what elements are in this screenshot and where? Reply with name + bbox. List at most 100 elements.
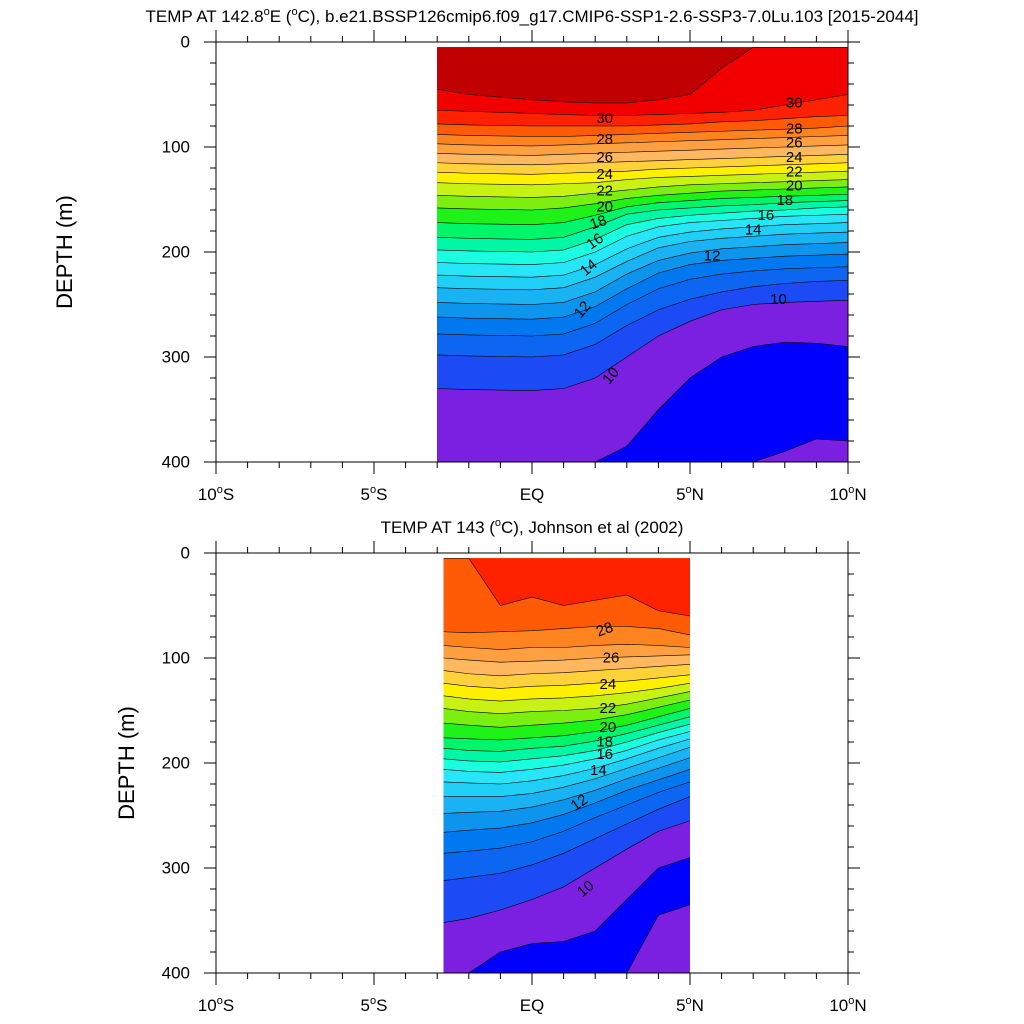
- y-tick-label: 0: [181, 33, 190, 52]
- isotherm-27: [443, 644, 691, 650]
- isotherm-28: [443, 626, 691, 636]
- isotherm-21: [443, 699, 691, 728]
- contour-label: 22: [599, 700, 616, 717]
- panel-top: 3028262422201816141210302826242220181614…: [52, 6, 919, 504]
- contour-label: 28: [596, 131, 613, 148]
- y-tick-label: 400: [162, 964, 190, 983]
- contour-label: 24: [786, 149, 803, 166]
- contour-label: 24: [599, 676, 616, 693]
- isotherm-19: [443, 716, 691, 752]
- chart-title: TEMP AT 143 (oC), Johnson et al (2002): [381, 517, 684, 537]
- isotherm-20: [443, 708, 691, 741]
- x-tick-label: 5oS: [361, 484, 388, 504]
- chart-title: TEMP AT 142.8oE (oC), b.e21.BSSP126cmip6…: [146, 6, 919, 26]
- contour-label: 10: [770, 291, 787, 308]
- isotherm-12: [437, 266, 849, 337]
- isotherm-16: [437, 222, 849, 278]
- contour-label: 18: [596, 734, 613, 751]
- y-tick-label: 300: [162, 859, 190, 878]
- isotherm-14: [437, 242, 849, 305]
- contour-label: 22: [596, 183, 613, 200]
- isotherm-24: [437, 162, 849, 175]
- y-tick-label: 100: [162, 138, 190, 157]
- contour-label: 18: [776, 192, 793, 209]
- contour-label: 14: [590, 762, 607, 779]
- contour-label: 30: [596, 110, 613, 127]
- isotherm-21: [437, 186, 849, 211]
- isotherm-25: [443, 664, 691, 677]
- x-tick-label: 5oN: [676, 484, 704, 504]
- y-tick-label: 300: [162, 348, 190, 367]
- contour-label: 28: [786, 121, 803, 138]
- y-tick-label: 400: [162, 453, 190, 472]
- contour-label: 26: [603, 650, 620, 667]
- x-tick-label: 10oS: [198, 484, 234, 504]
- isotherm-31: [437, 46, 848, 104]
- x-tick-label: 10oN: [829, 995, 866, 1015]
- x-tick-label: EQ: [520, 485, 545, 504]
- isotherm-18: [443, 723, 691, 763]
- isotherm-15: [437, 231, 849, 291]
- isotherm-17: [437, 213, 849, 265]
- isotherm-29: [437, 115, 849, 127]
- contour-label: 16: [583, 230, 606, 253]
- isotherm-10: [437, 300, 849, 391]
- contour-label: 20: [596, 198, 613, 215]
- isotherm-19: [437, 200, 849, 240]
- isotherm-27: [437, 135, 849, 147]
- isotherm-25: [437, 154, 849, 166]
- y-tick-label: 200: [162, 754, 190, 773]
- y-axis-label: DEPTH (m): [52, 195, 77, 309]
- contour-label: 10: [574, 877, 598, 901]
- y-axis-label: DEPTH (m): [114, 706, 139, 820]
- x-tick-label: 5oN: [676, 995, 704, 1015]
- x-tick-label: EQ: [520, 996, 545, 1015]
- contour-label: 26: [786, 134, 803, 151]
- y-tick-label: 0: [181, 544, 190, 563]
- isotherm-26: [443, 654, 691, 663]
- contour-label: 12: [568, 791, 591, 814]
- y-tick-label: 200: [162, 243, 190, 262]
- contour-label: 18: [588, 212, 609, 234]
- contour-label: 20: [786, 177, 803, 194]
- isotherm-16: [443, 738, 691, 785]
- contour-label: 12: [704, 248, 721, 265]
- x-tick-label: 10oN: [829, 484, 866, 504]
- isotherm-30: [437, 94, 849, 116]
- isotherm-23: [437, 170, 849, 186]
- isotherm-17: [443, 731, 691, 773]
- isotherm-10: [443, 820, 691, 923]
- contour-label: 14: [745, 221, 762, 238]
- contour-label: 26: [596, 149, 613, 166]
- contour-label: 20: [599, 719, 616, 736]
- isotherm-9: [443, 857, 691, 974]
- isotherm-13: [443, 769, 691, 833]
- contour-label: 16: [757, 207, 774, 224]
- isotherm-28: [437, 125, 849, 137]
- contour-label: 28: [594, 619, 615, 641]
- isotherm-11: [437, 280, 849, 358]
- isotherm-13: [437, 253, 849, 320]
- x-tick-label: 5oS: [361, 995, 388, 1015]
- isotherm-12: [443, 781, 691, 854]
- isotherm-15: [443, 746, 691, 797]
- isotherm-18: [437, 206, 849, 253]
- isotherm-22: [437, 179, 849, 198]
- contour-label: 24: [596, 166, 613, 183]
- isotherm-29: [443, 557, 691, 617]
- contour-label: 22: [786, 164, 803, 181]
- y-tick-label: 100: [162, 649, 190, 668]
- contour-label: 30: [786, 94, 803, 111]
- isotherm-20: [437, 193, 849, 226]
- x-tick-label: 10oS: [198, 995, 234, 1015]
- isotherm-24: [443, 674, 691, 689]
- contour-label: 16: [596, 746, 613, 763]
- isotherm-26: [437, 144, 849, 156]
- isotherm-14: [443, 757, 691, 814]
- contour-band-31: [437, 47, 848, 103]
- isotherm-23: [443, 682, 691, 702]
- isotherm-11: [443, 796, 691, 881]
- isotherm-22: [443, 691, 691, 714]
